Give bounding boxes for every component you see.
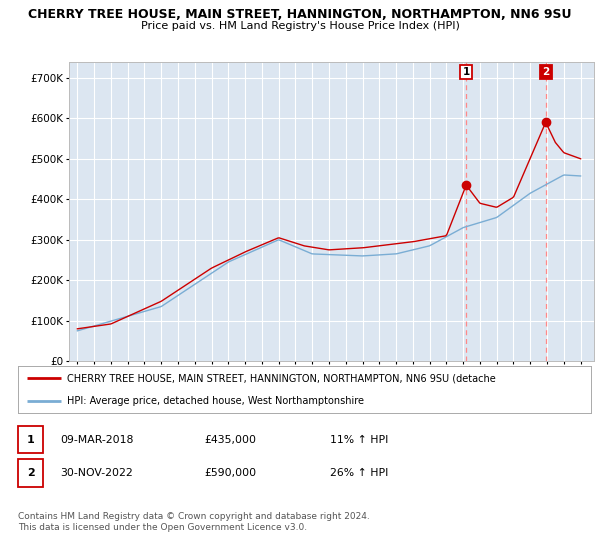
Text: 26% ↑ HPI: 26% ↑ HPI [330, 468, 388, 478]
Text: 2: 2 [27, 468, 34, 478]
Text: 2: 2 [542, 67, 550, 77]
Text: CHERRY TREE HOUSE, MAIN STREET, HANNINGTON, NORTHAMPTON, NN6 9SU (detache: CHERRY TREE HOUSE, MAIN STREET, HANNINGT… [67, 373, 496, 383]
Text: Contains HM Land Registry data © Crown copyright and database right 2024.
This d: Contains HM Land Registry data © Crown c… [18, 512, 370, 532]
Text: CHERRY TREE HOUSE, MAIN STREET, HANNINGTON, NORTHAMPTON, NN6 9SU: CHERRY TREE HOUSE, MAIN STREET, HANNINGT… [28, 8, 572, 21]
Text: Price paid vs. HM Land Registry's House Price Index (HPI): Price paid vs. HM Land Registry's House … [140, 21, 460, 31]
Text: 09-MAR-2018: 09-MAR-2018 [60, 435, 133, 445]
Text: £590,000: £590,000 [204, 468, 256, 478]
Text: £435,000: £435,000 [204, 435, 256, 445]
Text: HPI: Average price, detached house, West Northamptonshire: HPI: Average price, detached house, West… [67, 396, 364, 407]
Text: 11% ↑ HPI: 11% ↑ HPI [330, 435, 388, 445]
Text: 1: 1 [463, 67, 470, 77]
Text: 30-NOV-2022: 30-NOV-2022 [60, 468, 133, 478]
Text: 1: 1 [27, 435, 34, 445]
